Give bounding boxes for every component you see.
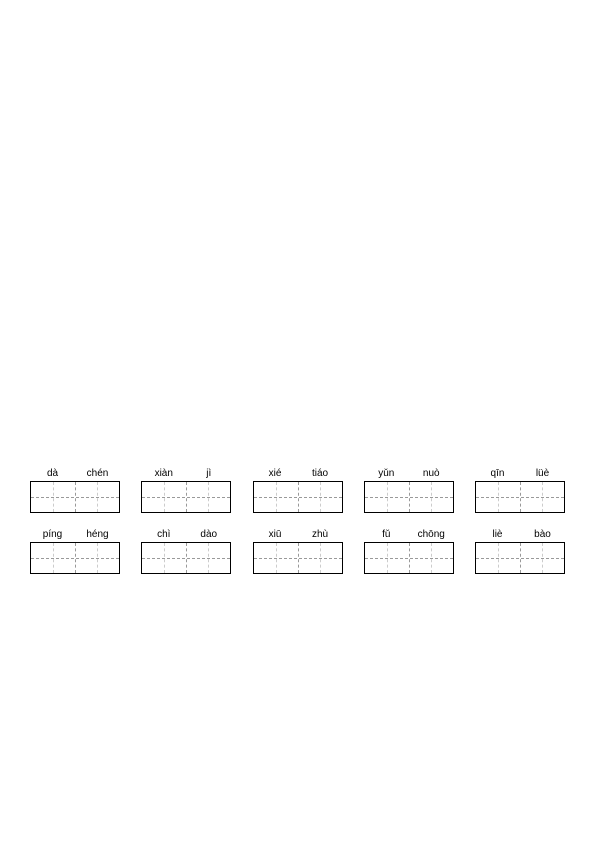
character-box[interactable]: [475, 481, 565, 513]
practice-row: dà chén xiàn jì xié tiáo: [30, 468, 565, 513]
pinyin-label: fǔ: [364, 529, 409, 540]
pinyin-label: dà: [30, 468, 75, 479]
pinyin-row: xié tiáo: [253, 468, 343, 479]
character-box[interactable]: [253, 481, 343, 513]
char-cell[interactable]: [75, 482, 119, 512]
pinyin-row: fǔ chōng: [364, 529, 454, 540]
pinyin-label: nuò: [409, 468, 454, 479]
cell-group: xiū zhù: [253, 529, 343, 574]
char-cell[interactable]: [142, 543, 186, 573]
char-cell[interactable]: [75, 543, 119, 573]
character-box[interactable]: [141, 542, 231, 574]
char-cell[interactable]: [186, 543, 230, 573]
char-cell[interactable]: [409, 543, 453, 573]
cell-group: chì dào: [141, 529, 231, 574]
character-box[interactable]: [30, 542, 120, 574]
char-cell[interactable]: [476, 482, 520, 512]
cell-group: xié tiáo: [253, 468, 343, 513]
char-cell[interactable]: [254, 482, 298, 512]
pinyin-row: xiàn jì: [141, 468, 231, 479]
pinyin-row: liè bào: [475, 529, 565, 540]
pinyin-label: chì: [141, 529, 186, 540]
cell-group: qīn lüè: [475, 468, 565, 513]
pinyin-label: yǔn: [364, 468, 409, 479]
pinyin-label: zhù: [298, 529, 343, 540]
pinyin-label: xiàn: [141, 468, 186, 479]
pinyin-row: chì dào: [141, 529, 231, 540]
pinyin-label: xiū: [253, 529, 298, 540]
char-cell[interactable]: [409, 482, 453, 512]
char-cell[interactable]: [298, 543, 342, 573]
pinyin-label: chén: [75, 468, 120, 479]
cell-group: dà chén: [30, 468, 120, 513]
pinyin-row: xiū zhù: [253, 529, 343, 540]
char-cell[interactable]: [186, 482, 230, 512]
pinyin-row: yǔn nuò: [364, 468, 454, 479]
pinyin-label: lüè: [520, 468, 565, 479]
char-cell[interactable]: [520, 543, 564, 573]
character-box[interactable]: [475, 542, 565, 574]
pinyin-label: tiáo: [298, 468, 343, 479]
character-box[interactable]: [364, 542, 454, 574]
pinyin-row: dà chén: [30, 468, 120, 479]
char-cell[interactable]: [365, 543, 409, 573]
pinyin-label: liè: [475, 529, 520, 540]
pinyin-label: bào: [520, 529, 565, 540]
pinyin-label: píng: [30, 529, 75, 540]
character-box[interactable]: [253, 542, 343, 574]
worksheet-container: dà chén xiàn jì xié tiáo: [30, 468, 565, 590]
cell-group: yǔn nuò: [364, 468, 454, 513]
pinyin-label: qīn: [475, 468, 520, 479]
cell-group: fǔ chōng: [364, 529, 454, 574]
cell-group: xiàn jì: [141, 468, 231, 513]
practice-row: píng héng chì dào xiū zhù: [30, 529, 565, 574]
char-cell[interactable]: [298, 482, 342, 512]
char-cell[interactable]: [476, 543, 520, 573]
character-box[interactable]: [30, 481, 120, 513]
pinyin-label: héng: [75, 529, 120, 540]
char-cell[interactable]: [31, 482, 75, 512]
cell-group: píng héng: [30, 529, 120, 574]
pinyin-row: qīn lüè: [475, 468, 565, 479]
char-cell[interactable]: [31, 543, 75, 573]
cell-group: liè bào: [475, 529, 565, 574]
character-box[interactable]: [141, 481, 231, 513]
char-cell[interactable]: [365, 482, 409, 512]
pinyin-label: dào: [186, 529, 231, 540]
char-cell[interactable]: [142, 482, 186, 512]
pinyin-label: chōng: [409, 529, 454, 540]
pinyin-label: xié: [253, 468, 298, 479]
char-cell[interactable]: [520, 482, 564, 512]
pinyin-row: píng héng: [30, 529, 120, 540]
char-cell[interactable]: [254, 543, 298, 573]
character-box[interactable]: [364, 481, 454, 513]
pinyin-label: jì: [186, 468, 231, 479]
